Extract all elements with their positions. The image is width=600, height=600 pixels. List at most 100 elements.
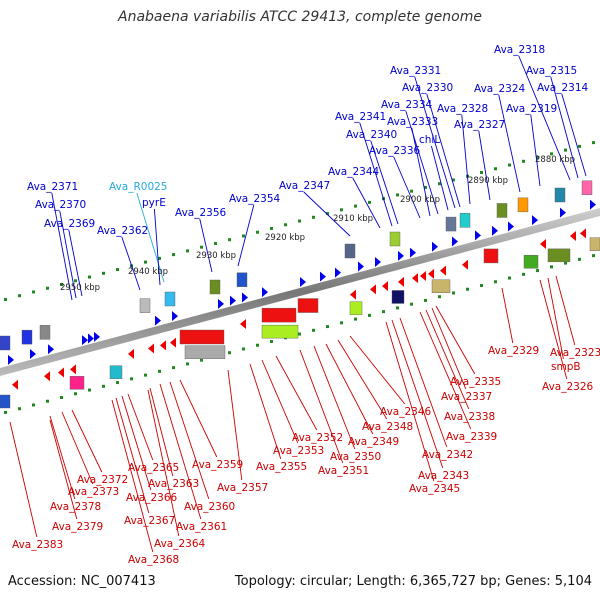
gene-label[interactable]: smpB bbox=[551, 361, 581, 373]
gene-label[interactable]: Ava_2367 bbox=[124, 515, 175, 527]
gene-label[interactable]: Ava_2364 bbox=[154, 538, 206, 550]
gene-label[interactable]: Ava_2370 bbox=[35, 199, 86, 211]
reverse-gene-arrow[interactable] bbox=[540, 239, 546, 249]
gene-label[interactable]: Ava_2342 bbox=[422, 449, 473, 461]
gene-label[interactable]: Ava_2361 bbox=[176, 521, 227, 533]
gene-label[interactable]: Ava_2354 bbox=[229, 193, 281, 205]
gene-block[interactable] bbox=[431, 279, 451, 293]
gene-block[interactable] bbox=[261, 307, 297, 323]
gene-label[interactable]: Ava_2337 bbox=[441, 391, 492, 403]
reverse-gene-arrow[interactable] bbox=[420, 271, 426, 281]
gene-label[interactable]: Ava_2351 bbox=[318, 465, 369, 477]
gene-label[interactable]: Ava_2323 bbox=[550, 347, 600, 359]
gene-block[interactable] bbox=[179, 329, 225, 345]
gene-label[interactable]: pyrE bbox=[142, 197, 166, 209]
gene-block[interactable] bbox=[581, 180, 593, 196]
reverse-gene-arrow[interactable] bbox=[148, 343, 154, 354]
gene-label[interactable]: Ava_2314 bbox=[537, 82, 589, 94]
reverse-gene-arrow[interactable] bbox=[398, 276, 404, 287]
gene-label[interactable]: Ava_2366 bbox=[126, 492, 178, 504]
reverse-gene-arrow[interactable] bbox=[58, 367, 64, 378]
gene-block[interactable] bbox=[496, 203, 508, 218]
gene-block[interactable] bbox=[349, 301, 363, 315]
gene-block[interactable] bbox=[184, 345, 226, 359]
gene-label[interactable]: Ava_2324 bbox=[474, 83, 526, 95]
reverse-gene-arrow[interactable] bbox=[462, 259, 468, 270]
forward-gene-arrow[interactable] bbox=[335, 267, 341, 278]
gene-label[interactable]: Ava_2362 bbox=[97, 225, 148, 237]
gene-label[interactable]: Ava_2347 bbox=[279, 180, 330, 192]
gene-block[interactable] bbox=[344, 243, 356, 259]
forward-gene-arrow[interactable] bbox=[172, 311, 178, 322]
forward-gene-arrow[interactable] bbox=[320, 271, 326, 282]
gene-block[interactable] bbox=[236, 272, 248, 287]
gene-label[interactable]: Ava_2365 bbox=[128, 462, 179, 474]
forward-gene-arrow[interactable] bbox=[375, 257, 381, 267]
forward-gene-arrow[interactable] bbox=[300, 277, 306, 287]
gene-label[interactable]: Ava_2372 bbox=[77, 474, 128, 486]
gene-label[interactable]: Ava_2339 bbox=[446, 431, 497, 443]
gene-label[interactable]: Ava_2345 bbox=[409, 483, 460, 495]
reverse-gene-arrow[interactable] bbox=[12, 379, 18, 390]
gene-block[interactable] bbox=[164, 291, 176, 307]
gene-label[interactable]: Ava_2378 bbox=[50, 501, 101, 513]
forward-gene-arrow[interactable] bbox=[452, 236, 458, 247]
gene-label[interactable]: Ava_2355 bbox=[256, 461, 307, 473]
gene-block[interactable] bbox=[554, 187, 566, 203]
forward-gene-arrow[interactable] bbox=[398, 250, 404, 261]
forward-gene-arrow[interactable] bbox=[532, 215, 538, 226]
gene-block[interactable] bbox=[389, 231, 401, 247]
gene-block[interactable] bbox=[517, 197, 529, 213]
gene-label[interactable]: Ava_2338 bbox=[444, 411, 495, 423]
gene-label[interactable]: Ava_2349 bbox=[348, 436, 399, 448]
reverse-gene-arrow[interactable] bbox=[240, 319, 246, 329]
gene-label[interactable]: Ava_2318 bbox=[494, 44, 545, 56]
gene-block[interactable] bbox=[459, 213, 471, 228]
gene-label[interactable]: Ava_2333 bbox=[387, 116, 438, 128]
gene-label[interactable]: Ava_2329 bbox=[488, 345, 539, 357]
gene-label[interactable]: Ava_2336 bbox=[369, 145, 421, 157]
reverse-gene-arrow[interactable] bbox=[44, 371, 50, 382]
gene-block[interactable] bbox=[209, 279, 221, 295]
gene-label[interactable]: Ava_2363 bbox=[148, 478, 199, 490]
forward-gene-arrow[interactable] bbox=[410, 247, 416, 258]
gene-label[interactable]: Ava_2352 bbox=[292, 432, 343, 444]
gene-label[interactable]: Ava_2335 bbox=[450, 376, 501, 388]
reverse-gene-arrow[interactable] bbox=[160, 340, 166, 351]
forward-gene-arrow[interactable] bbox=[218, 298, 224, 309]
forward-gene-arrow[interactable] bbox=[590, 199, 596, 210]
gene-block[interactable] bbox=[589, 237, 600, 251]
gene-block[interactable] bbox=[0, 335, 11, 351]
gene-block[interactable] bbox=[139, 298, 151, 313]
gene-block[interactable] bbox=[445, 216, 457, 232]
forward-gene-arrow[interactable] bbox=[262, 287, 268, 298]
gene-label[interactable]: Ava_2360 bbox=[184, 501, 235, 513]
reverse-gene-arrow[interactable] bbox=[412, 273, 418, 284]
gene-label[interactable]: Ava_2350 bbox=[330, 451, 381, 463]
reverse-gene-arrow[interactable] bbox=[370, 284, 376, 295]
gene-block[interactable] bbox=[109, 365, 123, 379]
gene-block[interactable] bbox=[39, 325, 51, 340]
gene-block[interactable] bbox=[21, 329, 33, 345]
forward-gene-arrow[interactable] bbox=[475, 230, 481, 241]
gene-label[interactable]: Ava_2343 bbox=[418, 470, 469, 482]
gene-label[interactable]: Ava_2353 bbox=[273, 445, 324, 457]
gene-label[interactable]: Ava_2383 bbox=[12, 539, 63, 551]
reverse-gene-arrow[interactable] bbox=[70, 364, 76, 375]
gene-label[interactable]: Ava_2330 bbox=[402, 82, 453, 94]
gene-block[interactable] bbox=[547, 248, 571, 263]
gene-label[interactable]: Ava_2341 bbox=[335, 111, 386, 123]
forward-gene-arrow[interactable] bbox=[242, 292, 248, 303]
forward-gene-arrow[interactable] bbox=[155, 315, 161, 326]
forward-gene-arrow[interactable] bbox=[358, 261, 364, 272]
gene-label[interactable]: Ava_2326 bbox=[542, 381, 594, 393]
gene-block[interactable] bbox=[297, 298, 319, 313]
forward-gene-arrow[interactable] bbox=[94, 331, 100, 342]
reverse-gene-arrow[interactable] bbox=[570, 231, 576, 241]
gene-label[interactable]: Ava_2331 bbox=[390, 65, 441, 77]
gene-label[interactable]: Ava_2327 bbox=[454, 119, 505, 131]
gene-label[interactable]: Ava_2368 bbox=[128, 554, 179, 566]
reverse-gene-arrow[interactable] bbox=[170, 337, 176, 348]
forward-gene-arrow[interactable] bbox=[492, 225, 498, 236]
forward-gene-arrow[interactable] bbox=[88, 333, 94, 344]
